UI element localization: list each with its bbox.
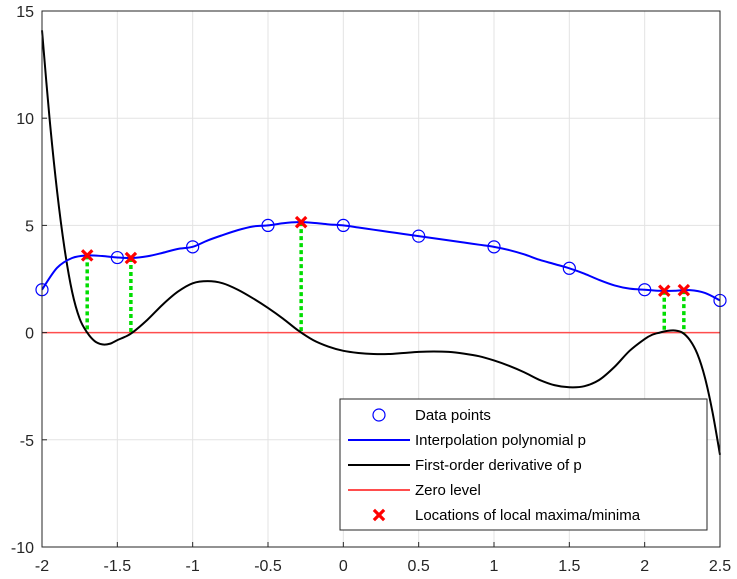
x-tick-label: -2 <box>35 558 49 575</box>
x-tick-label: 2.5 <box>709 558 731 575</box>
curves <box>41 30 721 455</box>
y-tick-label: 10 <box>16 111 34 128</box>
data-point <box>487 240 501 254</box>
data-point <box>261 218 275 232</box>
legend-label: Interpolation polynomial p <box>415 432 586 449</box>
legend-swatch <box>372 508 386 522</box>
extremum-point <box>124 251 138 265</box>
droplines <box>85 222 686 333</box>
extremum-point <box>80 249 94 262</box>
x-tick-label: 0 <box>339 558 348 575</box>
legend: Data points Interpolation polynomial p Fir… <box>339 398 708 531</box>
derivative-line <box>41 30 721 455</box>
data-point <box>186 240 200 254</box>
axes-box <box>41 10 721 548</box>
legend-label: Locations of local maxima/minima <box>415 507 641 524</box>
x-tick-label: 0.5 <box>408 558 430 575</box>
x-stroke <box>294 215 308 229</box>
x-tick-label: 1 <box>490 558 499 575</box>
legend-label: Data points <box>415 407 491 424</box>
data-point <box>562 261 576 275</box>
data-point <box>412 229 426 243</box>
extremum-point <box>657 284 671 298</box>
x-stroke <box>124 251 138 265</box>
x-stroke <box>372 508 386 522</box>
x-tick-label: -1.5 <box>104 558 132 575</box>
data-point <box>336 218 350 232</box>
legend-swatch <box>372 408 386 422</box>
legend-label: Zero level <box>415 482 481 499</box>
x-stroke <box>80 249 94 262</box>
y-tick-label: 15 <box>16 4 34 21</box>
extremum-point <box>294 215 308 229</box>
y-tick-label: 5 <box>25 218 34 235</box>
tick-labels: -2 -1.5 -1 -0.5 0 0.5 1 1.5 2 2.5 -10 -5 0 5 10 15 <box>11 4 731 575</box>
x-tick-label: 1.5 <box>558 558 580 575</box>
legend-label: First-order derivative of p <box>415 457 582 474</box>
x-tick-label: -0.5 <box>254 558 282 575</box>
data-point <box>110 250 124 265</box>
markers <box>35 215 727 308</box>
x-tick-label: 2 <box>640 558 649 575</box>
y-tick-label: 0 <box>25 326 34 343</box>
y-tick-label: -5 <box>20 433 34 450</box>
data-point <box>638 283 652 297</box>
x-tick-label: -1 <box>186 558 200 575</box>
polynomial-line <box>41 221 721 302</box>
x-stroke <box>657 284 671 298</box>
y-tick-label: -10 <box>11 540 34 557</box>
extremum-point <box>677 283 691 297</box>
x-stroke <box>677 283 691 297</box>
